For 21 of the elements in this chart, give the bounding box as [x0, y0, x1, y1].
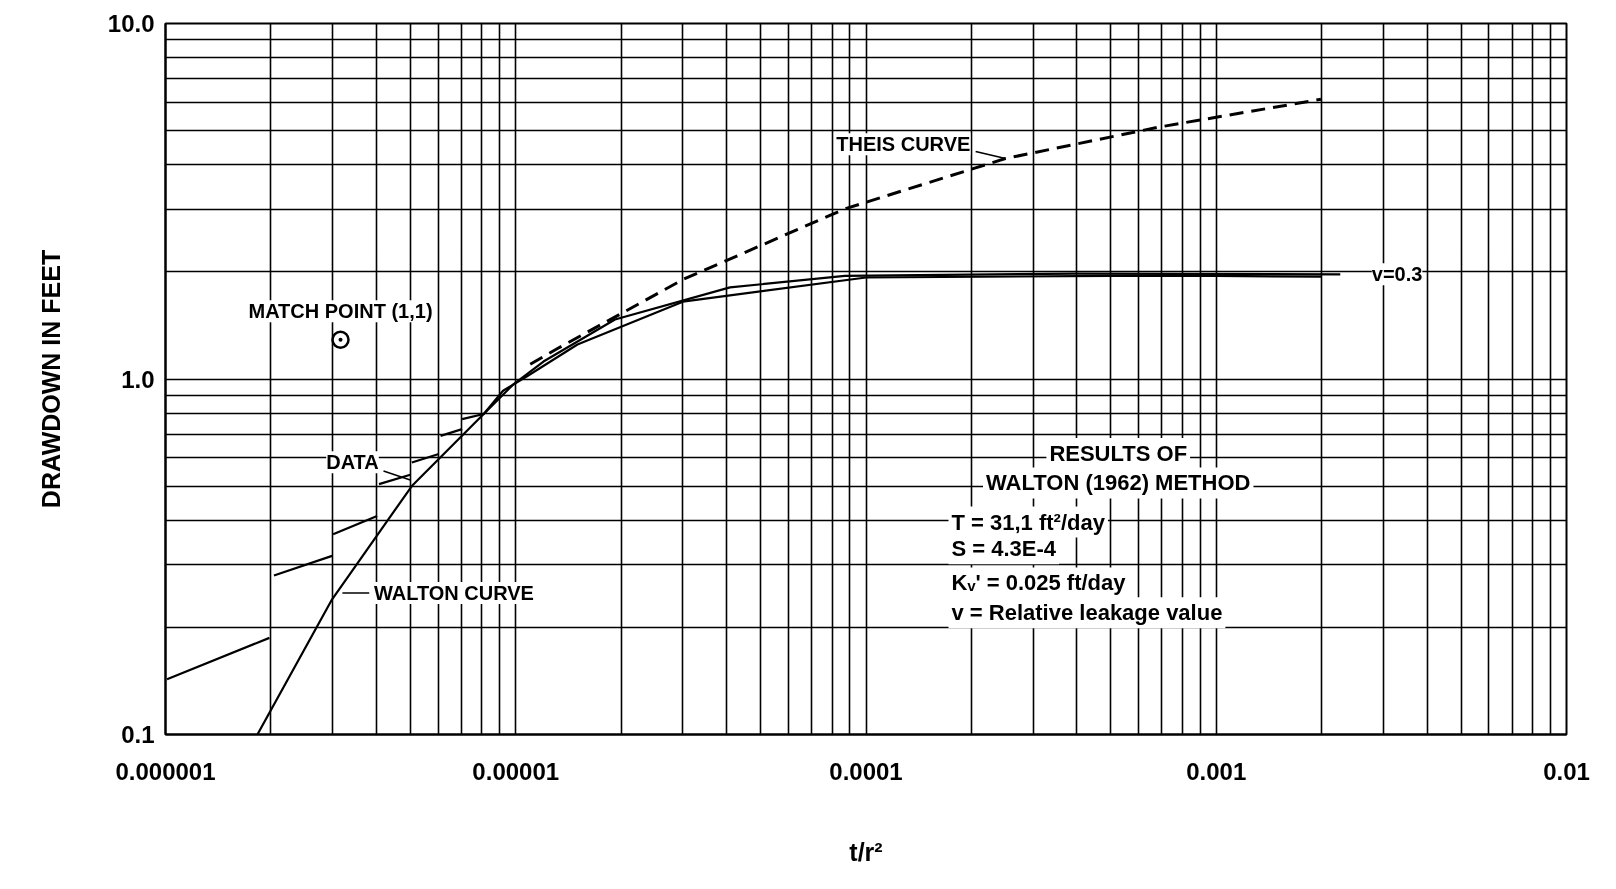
y-axis-title: DRAWDOWN IN FEET [36, 249, 65, 509]
x-tick-label: 0.000001 [115, 757, 216, 785]
x-axis-title: t/r² [849, 837, 883, 866]
annotation: v=0.3 [1371, 263, 1423, 286]
annotation: THEIS CURVE [836, 133, 971, 156]
annotation: Kᵥ' = 0.025 ft/day [951, 570, 1127, 596]
annotation: T = 31,1 ft²/day [951, 509, 1106, 535]
annotation: v = Relative leakage value [951, 600, 1223, 626]
annotation: DATA [326, 451, 379, 474]
y-tick-label: 10.0 [107, 10, 155, 37]
x-tick-label: 0.0001 [829, 757, 903, 785]
annotation: WALTON CURVE [373, 582, 534, 605]
annotation: MATCH POINT (1,1) [248, 300, 433, 323]
x-tick-label: 0.001 [1186, 757, 1247, 785]
y-tick-label: 0.1 [121, 721, 155, 748]
annotation: RESULTS OF [1049, 441, 1188, 467]
annotation: WALTON (1962) METHOD [986, 470, 1251, 496]
x-tick-label: 0.00001 [472, 757, 560, 785]
y-tick-label: 1.0 [121, 365, 155, 393]
x-tick-label: 0.01 [1543, 757, 1590, 785]
annotation: S = 4.3E-4 [951, 536, 1057, 562]
